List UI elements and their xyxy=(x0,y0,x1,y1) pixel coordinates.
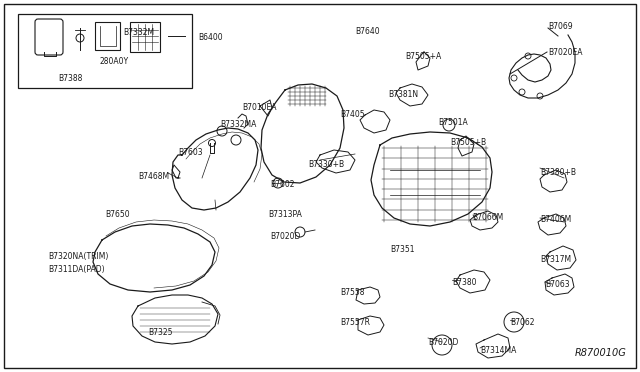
Text: B7332M: B7332M xyxy=(123,28,154,37)
Text: B7311DA(PAD): B7311DA(PAD) xyxy=(48,265,104,274)
Text: B7557R: B7557R xyxy=(340,318,370,327)
Text: B7314MA: B7314MA xyxy=(480,346,516,355)
Text: B7405: B7405 xyxy=(340,110,365,119)
Text: B7650: B7650 xyxy=(105,210,130,219)
Text: B7066M: B7066M xyxy=(472,213,503,222)
Text: B7381N: B7381N xyxy=(388,90,418,99)
Text: B7380: B7380 xyxy=(452,278,477,287)
Text: B7325: B7325 xyxy=(148,328,173,337)
Text: B7388: B7388 xyxy=(58,74,83,83)
Text: B6400: B6400 xyxy=(198,33,223,42)
Bar xyxy=(18,14,192,88)
Text: B7505+B: B7505+B xyxy=(450,138,486,147)
Text: B7603: B7603 xyxy=(178,148,203,157)
Text: B7313PA: B7313PA xyxy=(268,210,302,219)
Text: B7020D: B7020D xyxy=(270,232,300,241)
Text: B7558: B7558 xyxy=(340,288,365,297)
Text: B7069: B7069 xyxy=(548,22,573,31)
Text: B7406M: B7406M xyxy=(540,215,572,224)
Text: B7320NA(TRIM): B7320NA(TRIM) xyxy=(48,252,108,261)
Text: B7330+B: B7330+B xyxy=(308,160,344,169)
Text: 280A0Y: 280A0Y xyxy=(100,57,129,66)
Bar xyxy=(95,22,120,50)
Bar xyxy=(130,22,160,52)
Text: B7020EA: B7020EA xyxy=(548,48,582,57)
Text: B7505+A: B7505+A xyxy=(405,52,441,61)
Text: B7468M: B7468M xyxy=(138,172,169,181)
Text: B7501A: B7501A xyxy=(438,118,468,127)
Text: B7010EA: B7010EA xyxy=(242,103,276,112)
Text: B7602: B7602 xyxy=(270,180,294,189)
Text: B7380+B: B7380+B xyxy=(540,168,576,177)
Text: B7640: B7640 xyxy=(355,27,380,36)
Text: B7351: B7351 xyxy=(390,245,415,254)
Text: B7020D: B7020D xyxy=(428,338,458,347)
Text: B7062: B7062 xyxy=(510,318,534,327)
Text: B7063: B7063 xyxy=(545,280,570,289)
Text: B7332MA: B7332MA xyxy=(220,120,257,129)
Text: B7317M: B7317M xyxy=(540,255,571,264)
Text: R870010G: R870010G xyxy=(574,348,626,358)
